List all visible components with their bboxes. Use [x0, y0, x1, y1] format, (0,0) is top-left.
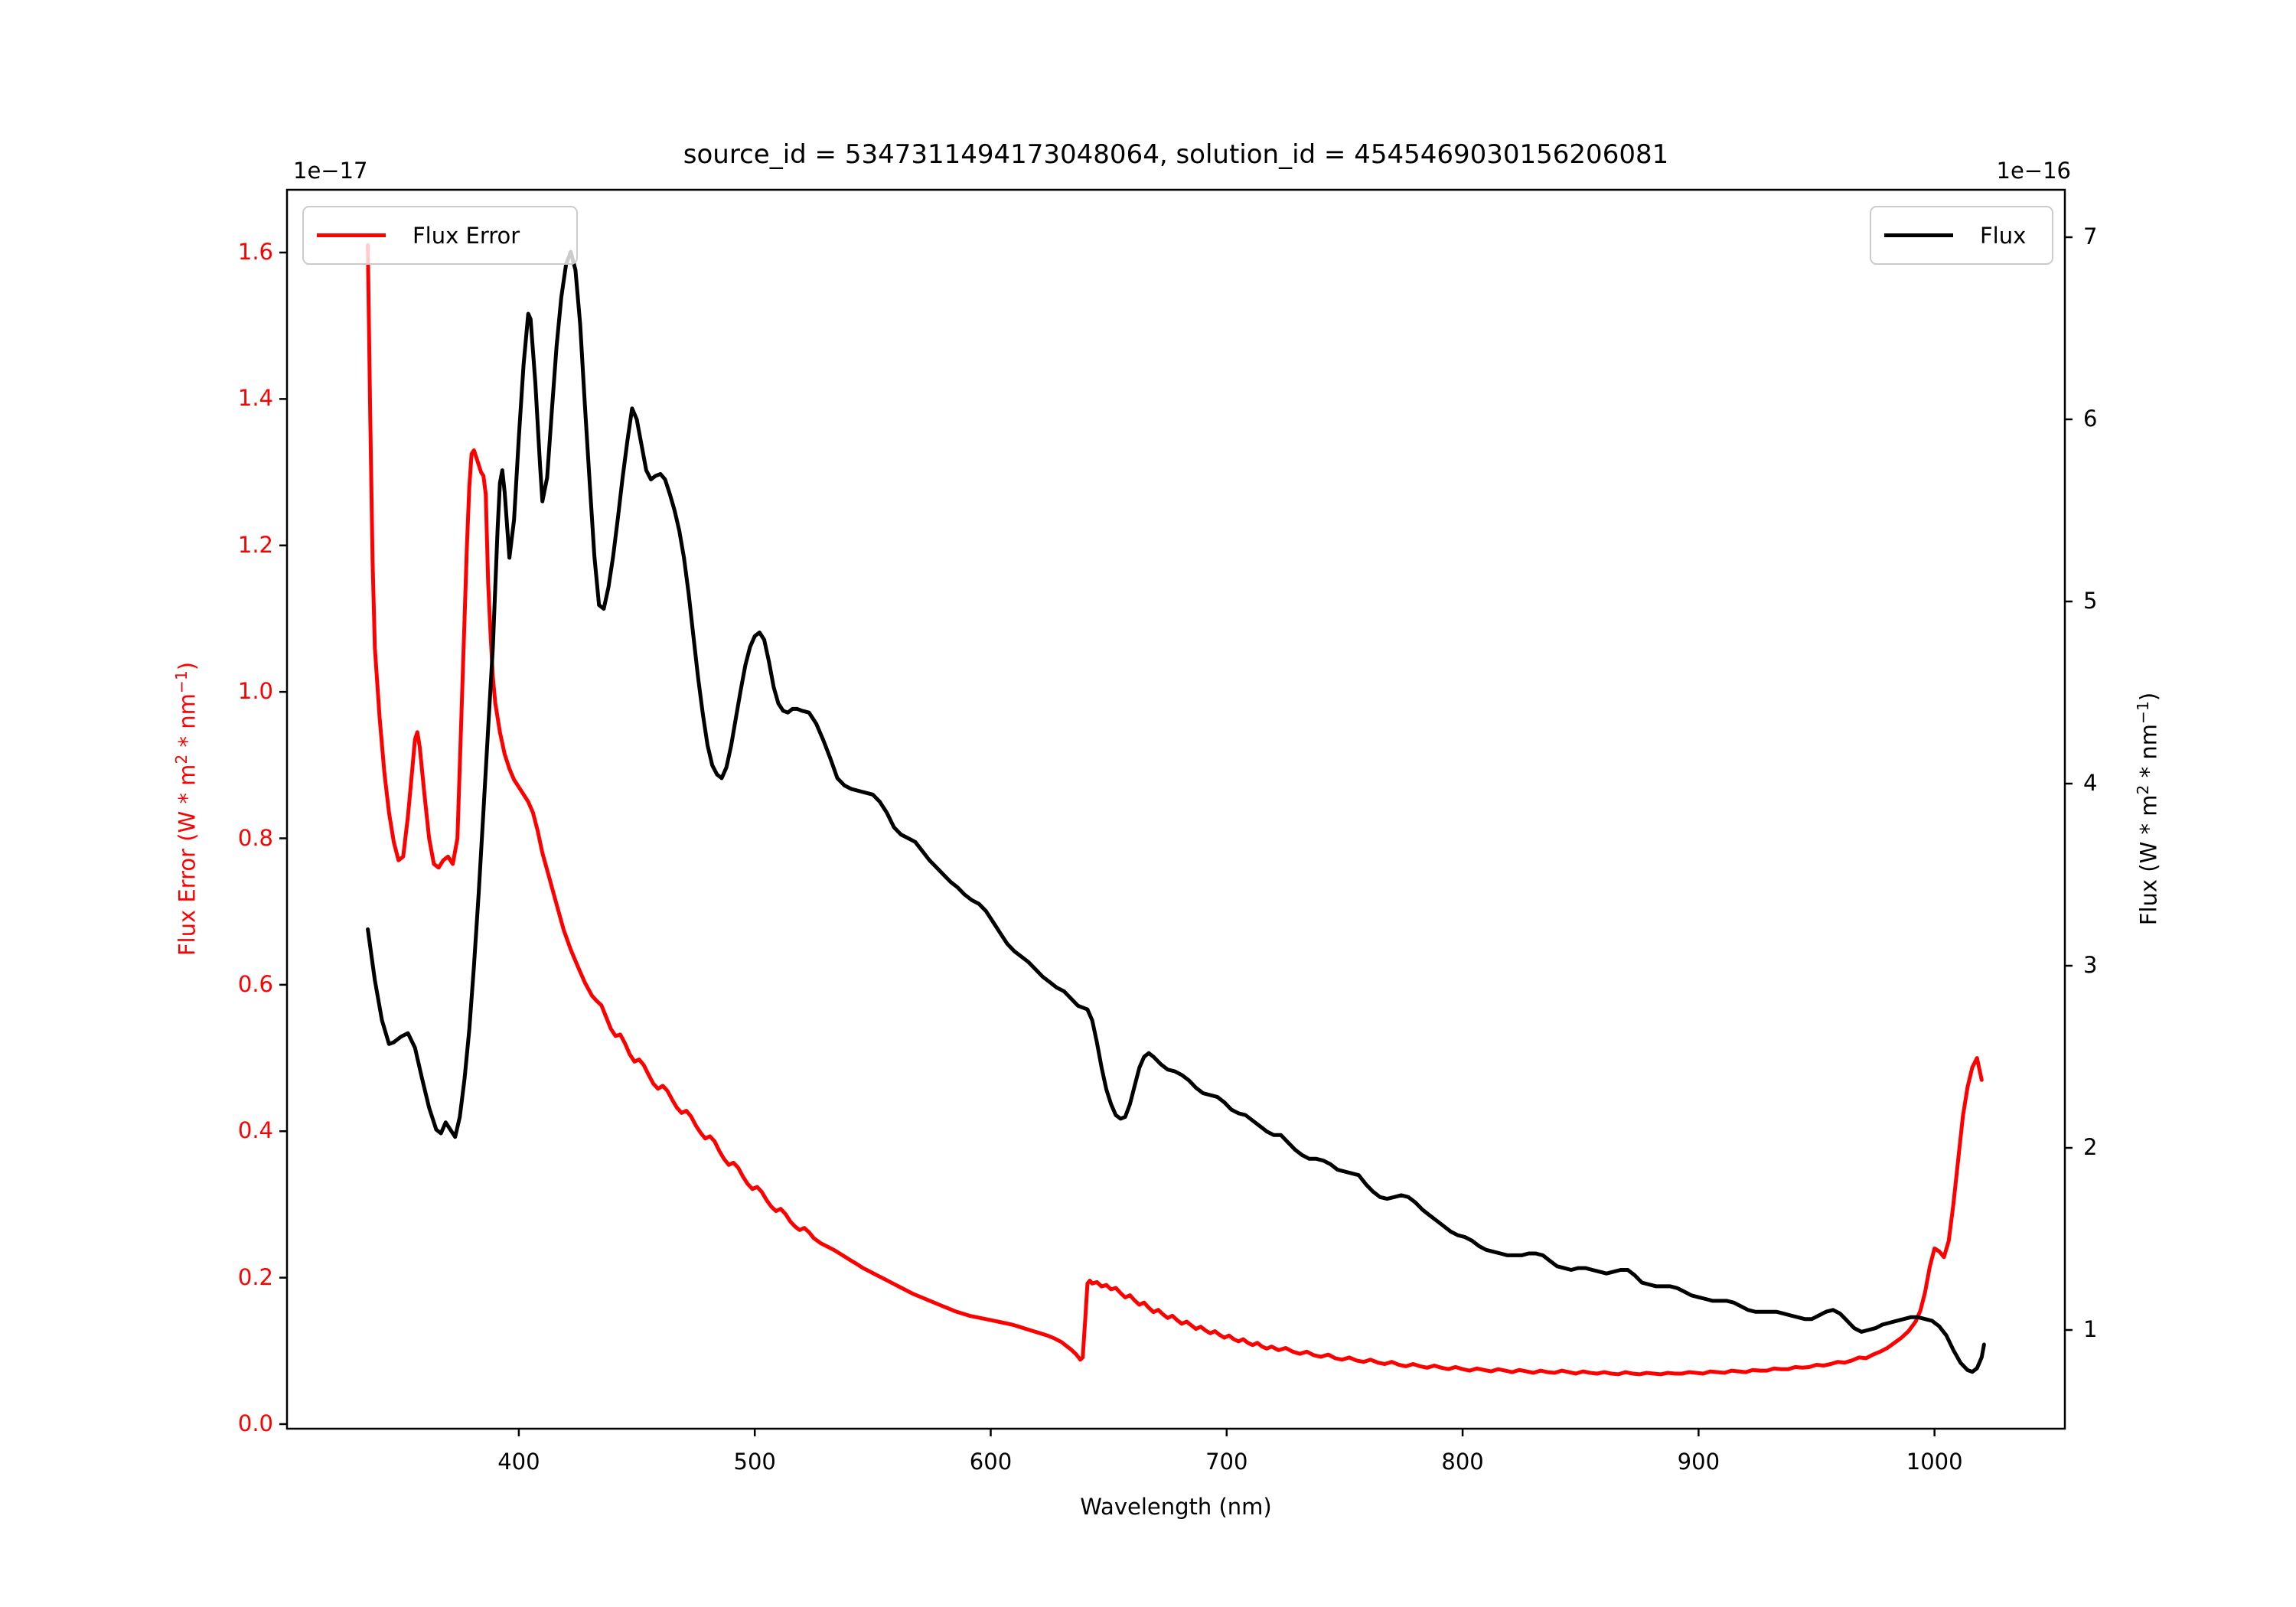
right-tick-label-6: 6: [2083, 405, 2098, 432]
left-tick-label-0.2: 0.2: [237, 1263, 273, 1290]
y-axis-label-right-supm1: −1: [2134, 701, 2152, 725]
x-tick-label-700: 700: [1205, 1449, 1248, 1475]
right-tick-label-7: 7: [2083, 223, 2098, 249]
legend-line-sample-red-icon: [317, 233, 386, 237]
left-tick-label-1.6: 1.6: [237, 239, 273, 265]
y-axis-label-right-text: Flux (W * m: [2135, 794, 2162, 926]
plot-title: source_id = 5347311494173048064, solutio…: [683, 139, 1669, 170]
right-axis-offset-text: 1e−16: [1996, 158, 2072, 184]
right-tick-label-3: 3: [2083, 952, 2098, 978]
left-tick-label-0.0: 0.0: [237, 1410, 273, 1436]
y-axis-label-right-post: ): [2135, 692, 2162, 702]
right-tick-label-1: 1: [2083, 1316, 2098, 1342]
x-tick-label-400: 400: [497, 1449, 540, 1475]
x-tick-label-1000: 1000: [1906, 1449, 1963, 1475]
y-axis-label-right: Flux (W * m2 * nm−1): [2127, 350, 2162, 1268]
flux-curve: [366, 249, 1986, 1374]
left-tick-label-0.4: 0.4: [237, 1117, 273, 1144]
left-tick-label-1.2: 1.2: [237, 531, 273, 558]
x-tick-label-600: 600: [969, 1449, 1013, 1475]
y-axis-label-left-sup2: 2: [172, 754, 191, 764]
x-tick-label-900: 900: [1677, 1449, 1720, 1475]
left-tick-label-0.8: 0.8: [237, 824, 273, 851]
y-axis-label-left-text: Flux Error (W * m: [174, 764, 201, 957]
plot-border: [285, 188, 2066, 1430]
x-tick-label-500: 500: [733, 1449, 776, 1475]
left-tick-label-1.0: 1.0: [237, 678, 273, 705]
left-tick-label-1.4: 1.4: [237, 385, 273, 412]
legend-label-flux-error: Flux Error: [413, 222, 520, 249]
x-axis-label: Wavelength (nm): [1080, 1494, 1272, 1520]
left-axis-offset-text: 1e−17: [293, 158, 368, 184]
legend-label-flux: Flux: [1980, 222, 2027, 249]
right-tick-label-4: 4: [2083, 770, 2098, 796]
legend-flux-error: Flux Error: [302, 206, 578, 265]
right-tick-label-5: 5: [2083, 588, 2098, 614]
y-axis-label-left-post: ): [174, 661, 201, 671]
flux-error-curve: [366, 243, 1984, 1377]
x-tick-label-800: 800: [1441, 1449, 1484, 1475]
left-tick-label-0.6: 0.6: [237, 970, 273, 997]
legend-flux: Flux: [1870, 206, 2053, 265]
legend-line-sample-black-icon: [1884, 233, 1953, 237]
right-tick-label-2: 2: [2083, 1134, 2098, 1160]
